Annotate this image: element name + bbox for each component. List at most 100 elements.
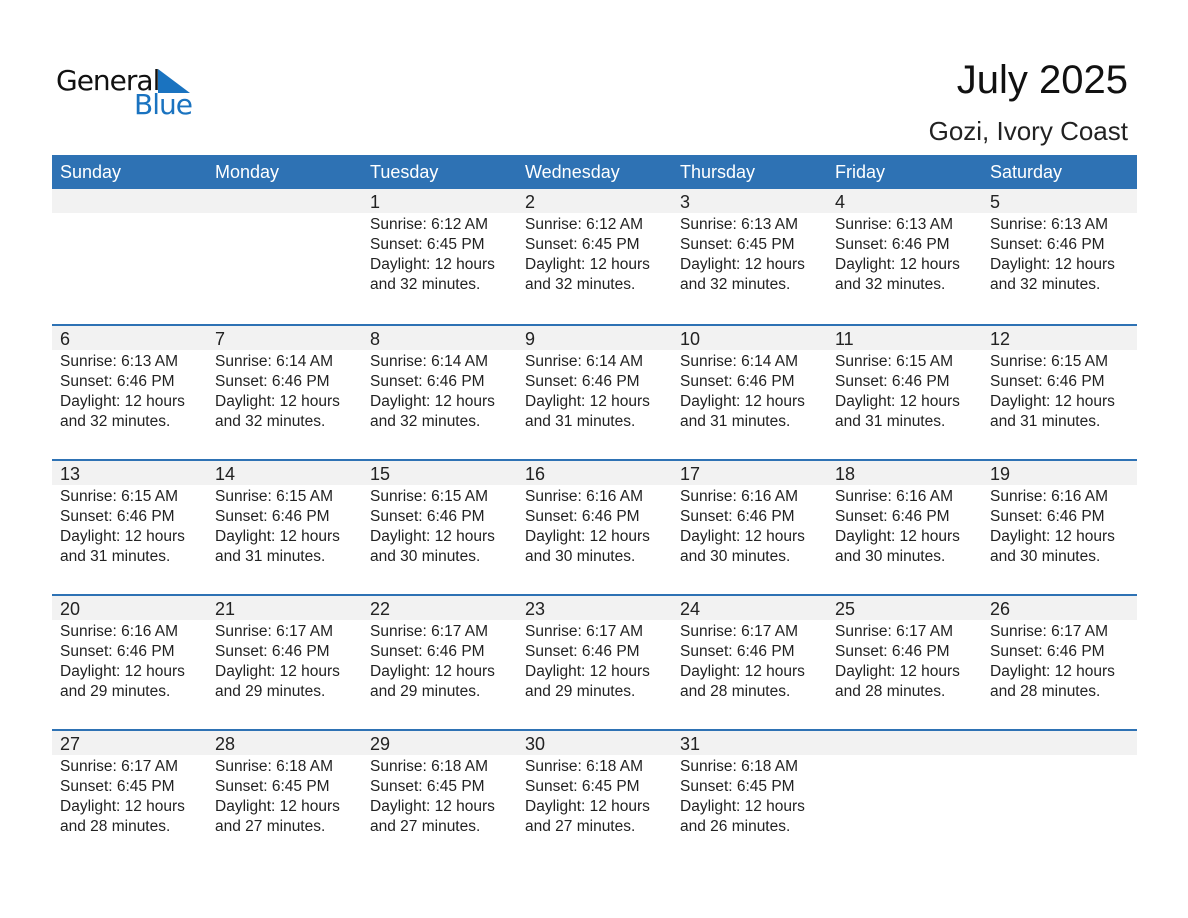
daylight-text: Daylight: 12 hours (525, 663, 650, 680)
day-number (207, 189, 362, 213)
day-cell: 13 Sunrise: 6:15 AM Sunset: 6:46 PM Dayligh… (52, 461, 207, 594)
sunrise-text: Sunrise: 6:16 AM (60, 623, 179, 640)
day-info: Sunrise: 6:16 AM Sunset: 6:46 PM Daylight:… (517, 487, 672, 567)
sunset-text: Sunset: 6:46 PM (370, 508, 485, 525)
day-cell: 22 Sunrise: 6:17 AM Sunset: 6:46 PM Dayligh… (362, 596, 517, 729)
day-number: 23 (517, 596, 672, 620)
minutes-text: and 31 minutes. (680, 413, 791, 430)
sunrise-text: Sunrise: 6:16 AM (525, 488, 644, 505)
sunrise-text: Sunrise: 6:15 AM (60, 488, 179, 505)
day-cell: 29 Sunrise: 6:18 AM Sunset: 6:45 PM Dayligh… (362, 731, 517, 864)
day-number: 1 (362, 189, 517, 213)
day-cell: 14 Sunrise: 6:15 AM Sunset: 6:46 PM Dayligh… (207, 461, 362, 594)
minutes-text: and 26 minutes. (680, 818, 791, 835)
day-cell: 17 Sunrise: 6:16 AM Sunset: 6:46 PM Dayligh… (672, 461, 827, 594)
sunset-text: Sunset: 6:46 PM (370, 643, 485, 660)
daylight-text: Daylight: 12 hours (215, 798, 340, 815)
minutes-text: and 31 minutes. (60, 548, 171, 565)
daylight-text: Daylight: 12 hours (370, 528, 495, 545)
sunrise-text: Sunrise: 6:18 AM (215, 758, 334, 775)
daylight-text: Daylight: 12 hours (60, 798, 185, 815)
week-row: 13 Sunrise: 6:15 AM Sunset: 6:46 PM Dayligh… (52, 459, 1137, 594)
daylight-text: Daylight: 12 hours (680, 528, 805, 545)
weekday-monday: Monday (215, 162, 280, 182)
page-title: July 2025 (956, 58, 1128, 102)
daylight-text: Daylight: 12 hours (525, 256, 650, 273)
day-number: 25 (827, 596, 982, 620)
logo-triangle-icon (158, 69, 190, 93)
day-info: Sunrise: 6:16 AM Sunset: 6:46 PM Daylight:… (672, 487, 827, 567)
sunset-text: Sunset: 6:46 PM (215, 643, 330, 660)
day-number (982, 731, 1137, 755)
sunrise-text: Sunrise: 6:14 AM (680, 353, 799, 370)
sunrise-text: Sunrise: 6:17 AM (370, 623, 489, 640)
daylight-text: Daylight: 12 hours (370, 663, 495, 680)
daylight-text: Daylight: 12 hours (680, 256, 805, 273)
day-number: 11 (827, 326, 982, 350)
minutes-text: and 29 minutes. (60, 683, 171, 700)
day-info: Sunrise: 6:12 AM Sunset: 6:45 PM Daylight:… (517, 215, 672, 295)
sunrise-text: Sunrise: 6:13 AM (60, 353, 179, 370)
sunrise-text: Sunrise: 6:18 AM (370, 758, 489, 775)
sunset-text: Sunset: 6:46 PM (990, 236, 1105, 253)
minutes-text: and 32 minutes. (370, 276, 481, 293)
day-number: 8 (362, 326, 517, 350)
sunset-text: Sunset: 6:46 PM (525, 373, 640, 390)
day-number: 26 (982, 596, 1137, 620)
empty-cell (52, 189, 207, 324)
day-info: Sunrise: 6:15 AM Sunset: 6:46 PM Daylight:… (52, 487, 207, 567)
day-info: Sunrise: 6:13 AM Sunset: 6:46 PM Daylight:… (982, 215, 1137, 295)
day-info: Sunrise: 6:15 AM Sunset: 6:46 PM Daylight:… (362, 487, 517, 567)
day-number: 27 (52, 731, 207, 755)
minutes-text: and 32 minutes. (990, 276, 1101, 293)
daylight-text: Daylight: 12 hours (525, 528, 650, 545)
minutes-text: and 29 minutes. (215, 683, 326, 700)
minutes-text: and 28 minutes. (60, 818, 171, 835)
day-info: Sunrise: 6:16 AM Sunset: 6:46 PM Daylight:… (827, 487, 982, 567)
sunset-text: Sunset: 6:46 PM (215, 508, 330, 525)
minutes-text: and 28 minutes. (990, 683, 1101, 700)
day-info: Sunrise: 6:13 AM Sunset: 6:45 PM Daylight:… (672, 215, 827, 295)
sunrise-text: Sunrise: 6:15 AM (370, 488, 489, 505)
sunset-text: Sunset: 6:45 PM (680, 236, 795, 253)
daylight-text: Daylight: 12 hours (835, 256, 960, 273)
day-number: 20 (52, 596, 207, 620)
minutes-text: and 29 minutes. (370, 683, 481, 700)
day-info: Sunrise: 6:13 AM Sunset: 6:46 PM Daylight:… (52, 352, 207, 432)
day-info: Sunrise: 6:17 AM Sunset: 6:45 PM Daylight:… (52, 757, 207, 837)
day-cell: 26 Sunrise: 6:17 AM Sunset: 6:46 PM Dayligh… (982, 596, 1137, 729)
sunrise-text: Sunrise: 6:15 AM (990, 353, 1109, 370)
day-number: 17 (672, 461, 827, 485)
sunrise-text: Sunrise: 6:13 AM (835, 216, 954, 233)
sunrise-text: Sunrise: 6:17 AM (525, 623, 644, 640)
week-row: 27 Sunrise: 6:17 AM Sunset: 6:45 PM Dayligh… (52, 729, 1137, 864)
sunrise-text: Sunrise: 6:17 AM (835, 623, 954, 640)
daylight-text: Daylight: 12 hours (60, 393, 185, 410)
day-number: 30 (517, 731, 672, 755)
day-cell: 4 Sunrise: 6:13 AM Sunset: 6:46 PM Daylight… (827, 189, 982, 324)
sunset-text: Sunset: 6:45 PM (525, 236, 640, 253)
day-cell: 31 Sunrise: 6:18 AM Sunset: 6:45 PM Dayligh… (672, 731, 827, 864)
daylight-text: Daylight: 12 hours (990, 528, 1115, 545)
day-cell: 8 Sunrise: 6:14 AM Sunset: 6:46 PM Daylight… (362, 326, 517, 459)
daylight-text: Daylight: 12 hours (60, 663, 185, 680)
minutes-text: and 32 minutes. (680, 276, 791, 293)
daylight-text: Daylight: 12 hours (370, 798, 495, 815)
sunrise-text: Sunrise: 6:14 AM (215, 353, 334, 370)
minutes-text: and 27 minutes. (525, 818, 636, 835)
daylight-text: Daylight: 12 hours (370, 256, 495, 273)
daylight-text: Daylight: 12 hours (680, 393, 805, 410)
day-cell: 16 Sunrise: 6:16 AM Sunset: 6:46 PM Dayligh… (517, 461, 672, 594)
empty-cell (827, 731, 982, 864)
daylight-text: Daylight: 12 hours (60, 528, 185, 545)
minutes-text: and 32 minutes. (525, 276, 636, 293)
day-info: Sunrise: 6:17 AM Sunset: 6:46 PM Daylight:… (207, 622, 362, 702)
sunset-text: Sunset: 6:46 PM (60, 373, 175, 390)
day-number: 9 (517, 326, 672, 350)
sunset-text: Sunset: 6:46 PM (990, 643, 1105, 660)
minutes-text: and 32 minutes. (835, 276, 946, 293)
minutes-text: and 27 minutes. (215, 818, 326, 835)
daylight-text: Daylight: 12 hours (680, 663, 805, 680)
day-info: Sunrise: 6:18 AM Sunset: 6:45 PM Daylight:… (672, 757, 827, 837)
weekday-thursday: Thursday (680, 162, 756, 182)
